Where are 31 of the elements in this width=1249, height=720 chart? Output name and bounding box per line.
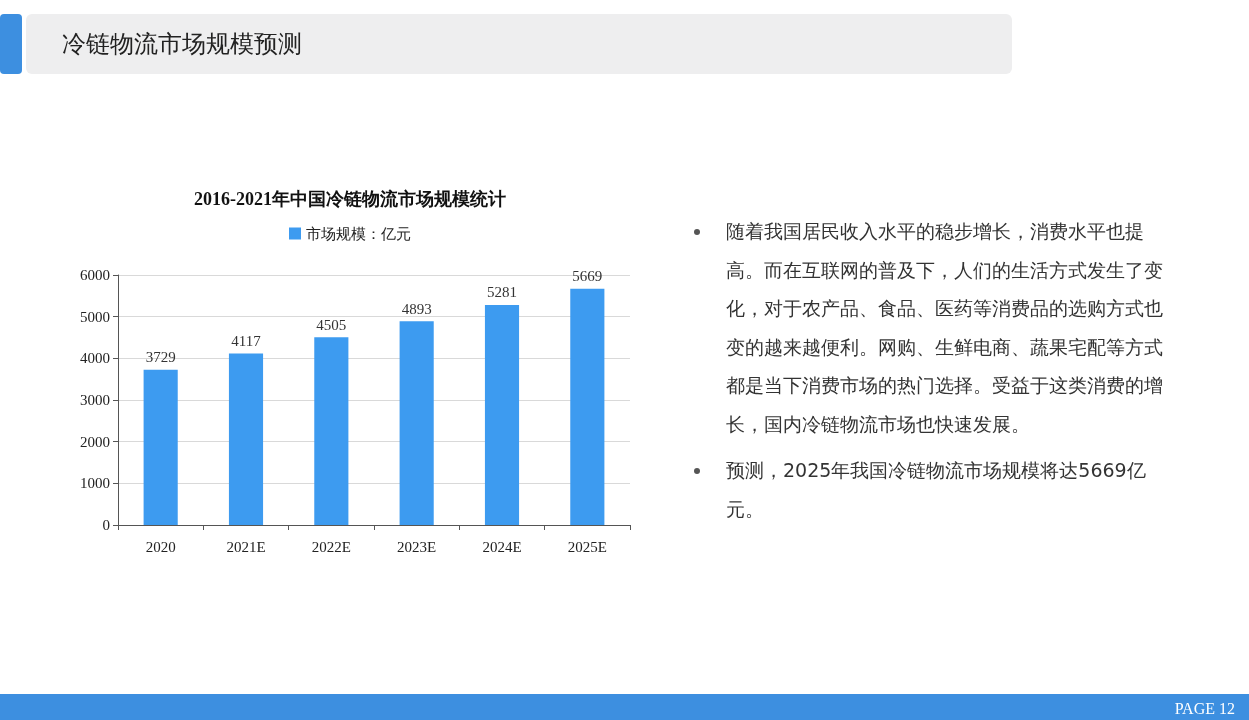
- x-tick-label: 2020: [145, 538, 176, 555]
- legend-label: 市场规模：亿元: [306, 224, 411, 243]
- y-tick-label: 0: [102, 517, 110, 533]
- y-tick-label: 3000: [80, 392, 110, 408]
- bar: [314, 337, 349, 525]
- x-tick-label: 2025E: [567, 538, 607, 555]
- data-label: 5669: [572, 268, 603, 285]
- y-tick-label: 4000: [80, 350, 110, 367]
- bar: [228, 353, 264, 525]
- text: 随着我国居民收入水平的稳步增长，消费水平也提高。而在互联网的普及下，人们的生活方式发生了变化，对于农产品、食品、医药等消费品的选购方式也变的越来越便利。网购、生鲜电商、蔬果宅配等方式都是当下消费市场的热门选择。受益于这类消费的增长，国内冷链物流市场也快速发展。: [726, 219, 1164, 437]
- chart-title: 冷链物流市场规模预测: [62, 29, 302, 60]
- y-tick-label: 6000: [80, 267, 110, 283]
- bar: [484, 304, 520, 525]
- x-tick-label: 2023E: [397, 538, 437, 555]
- data-label: 5281: [487, 284, 517, 301]
- y-tick-label: 1000: [80, 475, 110, 492]
- data-label: 4117: [231, 332, 262, 349]
- text: PAGE 12: [1174, 700, 1235, 718]
- bar: [143, 369, 178, 525]
- y-tick-label: 5000: [80, 308, 110, 325]
- chart-subtitle: 2016-2021年中国冷链物流市场规模统计: [194, 189, 506, 209]
- data-label: 4893: [401, 300, 432, 317]
- x-tick-label: 2021E: [226, 538, 266, 555]
- data-label: 4505: [316, 316, 347, 333]
- x-tick-label: 2022E: [311, 538, 351, 555]
- data-label: 3729: [145, 349, 176, 366]
- y-tick-label: 2000: [80, 433, 110, 450]
- text: 预测，2025年我国冷链物流市场规模将达5669亿元。: [726, 458, 1147, 522]
- x-tick-label: 2024E: [482, 538, 522, 555]
- bar: [570, 288, 605, 525]
- bar: [399, 321, 434, 525]
